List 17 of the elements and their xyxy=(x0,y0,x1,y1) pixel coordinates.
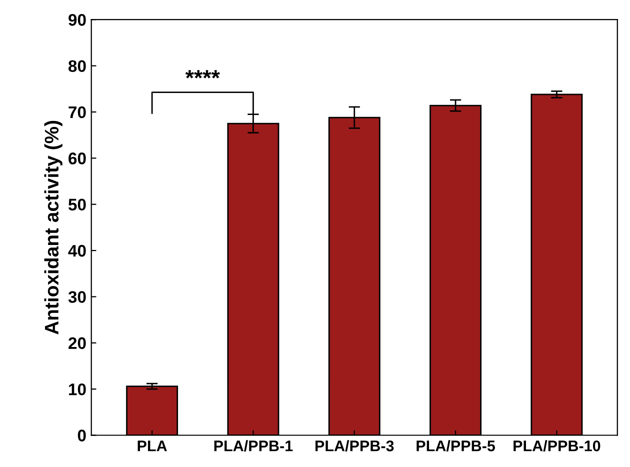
y-tick-label: 20 xyxy=(68,337,86,350)
x-tick-label: PLA/PPB-5 xyxy=(416,440,496,452)
y-tick-label: 30 xyxy=(68,291,86,303)
x-tick-label: PLA/PPB-10 xyxy=(514,440,600,452)
y-tick-label: 40 xyxy=(68,244,86,257)
y-tick-label: 80 xyxy=(68,60,86,72)
y-tick-label: 10 xyxy=(69,383,86,396)
y-tick-label: 60 xyxy=(68,152,86,164)
y-tick-label: 90 xyxy=(68,14,86,26)
y-tick-label: 70 xyxy=(68,106,86,118)
annotation: **** xyxy=(185,70,220,78)
x-tick-label: PLA xyxy=(138,440,167,452)
x-tick-label: PLA/PPB-1 xyxy=(214,440,293,452)
y-tick-label: 0 xyxy=(78,430,86,442)
y-axis-title: Antioxidant activity (%) xyxy=(44,120,62,334)
y-tick-label: 50 xyxy=(68,198,86,211)
x-tick-label: PLA/PPB-3 xyxy=(316,440,394,452)
